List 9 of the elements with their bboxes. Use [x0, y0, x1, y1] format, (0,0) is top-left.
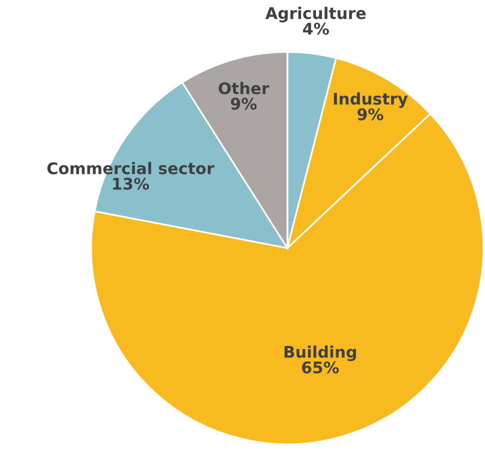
data-label: 4%	[303, 22, 329, 35]
slice-label: Agriculture	[265, 6, 366, 22]
slice-label: Other	[218, 82, 270, 94]
slice-label: Industry	[334, 92, 408, 108]
data-label: 9%	[230, 98, 257, 110]
data-label: 9%	[358, 108, 384, 120]
slice-label: Building	[284, 346, 356, 362]
data-label: 65%	[302, 361, 339, 374]
data-label: 13%	[113, 178, 150, 190]
